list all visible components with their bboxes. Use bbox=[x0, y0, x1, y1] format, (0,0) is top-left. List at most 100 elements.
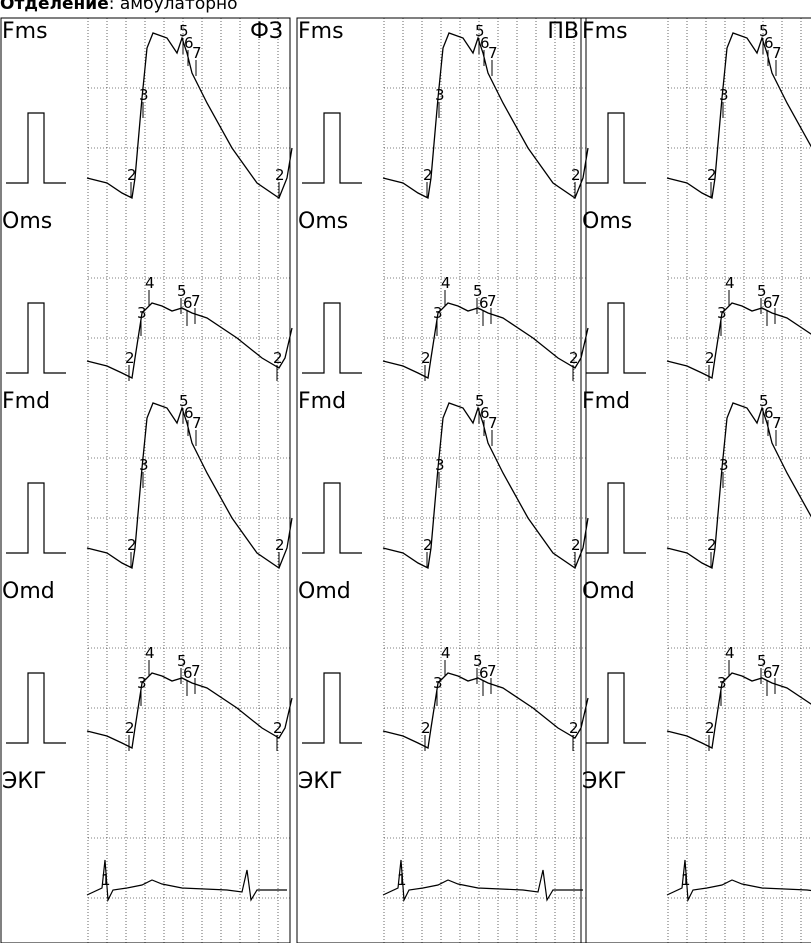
point-marker: 2 bbox=[125, 349, 135, 367]
point-marker: 2 bbox=[423, 536, 433, 554]
point-marker: 5 bbox=[179, 22, 189, 40]
channel-label: Oms bbox=[582, 209, 632, 234]
calibration-pulse-icon bbox=[586, 672, 646, 744]
panel-border bbox=[0, 17, 291, 943]
point-marker: 2 bbox=[273, 349, 283, 367]
channel-label: Oms bbox=[2, 209, 52, 234]
trace-line bbox=[86, 672, 293, 749]
point-marker: 6 bbox=[763, 664, 773, 682]
point-marker: 5 bbox=[759, 392, 769, 410]
point-marker: 7 bbox=[192, 44, 202, 62]
point-marker: 2 bbox=[569, 349, 579, 367]
channel-label: Fms bbox=[298, 19, 344, 44]
point-marker: 6 bbox=[183, 294, 193, 312]
point-marker: 6 bbox=[184, 404, 194, 422]
point-marker: 2 bbox=[127, 536, 137, 554]
point-marker: 3 bbox=[137, 304, 147, 322]
calibration-pulse-icon bbox=[302, 302, 362, 374]
point-marker: 2 bbox=[275, 166, 285, 184]
point-marker: 6 bbox=[479, 294, 489, 312]
point-marker: 7 bbox=[191, 292, 201, 310]
point-marker: 4 bbox=[725, 274, 735, 292]
point-marker: 2 bbox=[569, 719, 579, 737]
calibration-pulse-icon bbox=[6, 482, 66, 554]
calibration-pulse-icon bbox=[6, 672, 66, 744]
point-marker: 7 bbox=[192, 414, 202, 432]
calibration-pulse-icon bbox=[586, 302, 646, 374]
point-marker: 2 bbox=[421, 349, 431, 367]
channel-label: Omd bbox=[298, 579, 351, 604]
header: Отделение: амбулаторно bbox=[0, 0, 811, 15]
point-marker: 2 bbox=[571, 536, 581, 554]
point-marker: 2 bbox=[125, 719, 135, 737]
point-marker: 6 bbox=[764, 404, 774, 422]
calibration-pulse-icon bbox=[6, 112, 66, 184]
point-marker: 3 bbox=[717, 674, 727, 692]
point-marker: 2 bbox=[423, 166, 433, 184]
ecg-trace-line bbox=[86, 859, 287, 903]
point-marker: 7 bbox=[191, 662, 201, 680]
point-marker: 7 bbox=[772, 414, 782, 432]
panel-code: ПВ bbox=[547, 19, 579, 44]
point-marker: 3 bbox=[719, 456, 729, 474]
trace-line bbox=[666, 32, 811, 199]
point-marker: 5 bbox=[179, 392, 189, 410]
trace-line bbox=[382, 672, 589, 749]
point-marker: 7 bbox=[488, 414, 498, 432]
channel-label: ЭКГ bbox=[2, 769, 46, 794]
point-marker: 5 bbox=[177, 652, 187, 670]
channel-label: Fms bbox=[582, 19, 628, 44]
point-marker: 4 bbox=[725, 644, 735, 662]
channel-label: Oms bbox=[298, 209, 348, 234]
point-marker: 7 bbox=[488, 44, 498, 62]
point-marker: 5 bbox=[475, 392, 485, 410]
point-marker: 5 bbox=[473, 282, 483, 300]
trace-line bbox=[382, 32, 589, 199]
point-marker: 5 bbox=[757, 282, 767, 300]
point-marker: 3 bbox=[717, 304, 727, 322]
channel-label: Omd bbox=[582, 579, 635, 604]
point-marker: 7 bbox=[772, 44, 782, 62]
trace-line bbox=[86, 32, 293, 199]
point-marker: 7 bbox=[487, 292, 497, 310]
calibration-pulse-icon bbox=[586, 112, 646, 184]
point-marker: 4 bbox=[145, 274, 155, 292]
trace-line bbox=[86, 302, 293, 379]
ecg-marker: 1 bbox=[397, 871, 407, 889]
trace-line bbox=[666, 672, 811, 749]
header-value: : амбулаторно bbox=[108, 0, 238, 14]
channel-label: Fms bbox=[2, 19, 48, 44]
channel-label: Fmd bbox=[298, 389, 346, 414]
point-marker: 3 bbox=[433, 674, 443, 692]
channel-label: Omd bbox=[2, 579, 55, 604]
point-marker: 5 bbox=[473, 652, 483, 670]
point-marker: 5 bbox=[177, 282, 187, 300]
calibration-pulse-icon bbox=[586, 482, 646, 554]
ecg-trace-line bbox=[666, 859, 811, 903]
point-marker: 3 bbox=[435, 86, 445, 104]
panel-border bbox=[580, 17, 811, 943]
channel-label: ЭКГ bbox=[582, 769, 626, 794]
point-marker: 3 bbox=[137, 674, 147, 692]
point-marker: 5 bbox=[759, 22, 769, 40]
point-marker: 2 bbox=[707, 536, 717, 554]
point-marker: 3 bbox=[139, 456, 149, 474]
calibration-pulse-icon bbox=[302, 482, 362, 554]
point-marker: 2 bbox=[275, 536, 285, 554]
point-marker: 6 bbox=[480, 404, 490, 422]
point-marker: 6 bbox=[480, 34, 490, 52]
point-marker: 4 bbox=[441, 274, 451, 292]
point-marker: 2 bbox=[571, 166, 581, 184]
point-marker: 3 bbox=[435, 456, 445, 474]
calibration-pulse-icon bbox=[6, 302, 66, 374]
point-marker: 7 bbox=[487, 662, 497, 680]
trace-line bbox=[666, 402, 811, 569]
point-marker: 2 bbox=[707, 166, 717, 184]
point-marker: 4 bbox=[441, 644, 451, 662]
channel-label: ЭКГ bbox=[298, 769, 342, 794]
point-marker: 6 bbox=[763, 294, 773, 312]
point-marker: 6 bbox=[764, 34, 774, 52]
